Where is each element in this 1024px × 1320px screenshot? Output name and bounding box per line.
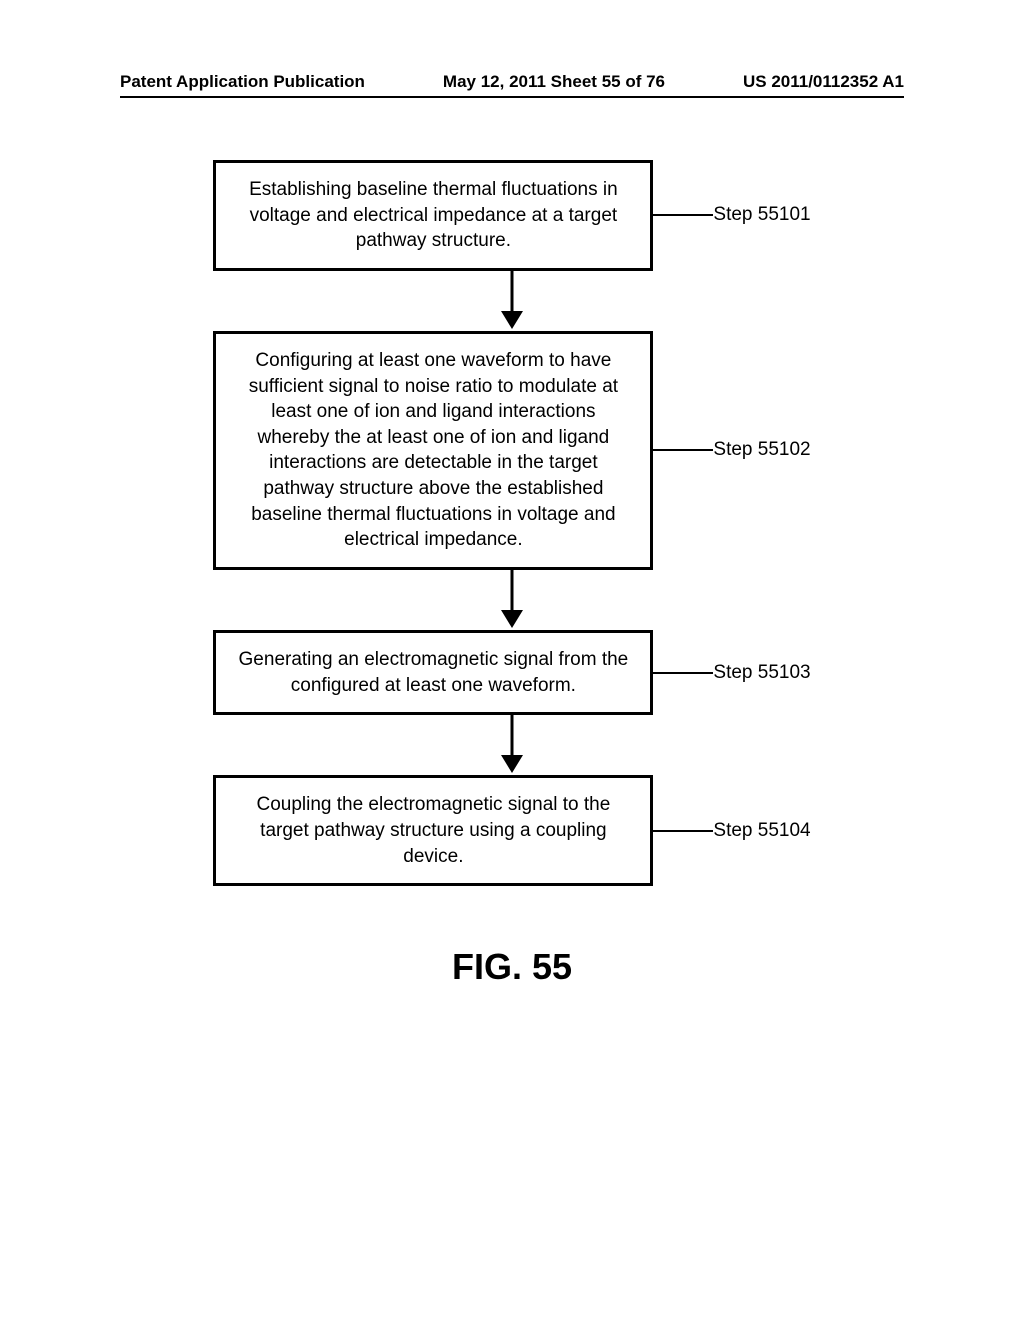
flow-box: Coupling the electromagnetic signal to t… <box>213 775 653 886</box>
header-rule <box>120 96 904 98</box>
step-label: Step 55103 <box>713 662 810 684</box>
flow-arrow <box>292 715 732 775</box>
flowchart: Establishing baseline thermal fluctuatio… <box>0 160 1024 988</box>
flow-step: Generating an electromagnetic signal fro… <box>213 630 810 715</box>
flow-step: Configuring at least one waveform to hav… <box>213 331 810 570</box>
header-left: Patent Application Publication <box>120 72 365 92</box>
figure-label: FIG. 55 <box>452 946 572 988</box>
header-right: US 2011/0112352 A1 <box>743 72 904 92</box>
step-label: Step 55104 <box>713 820 810 842</box>
flow-arrow <box>292 570 732 630</box>
arrow-line <box>511 271 514 315</box>
page: Patent Application Publication May 12, 2… <box>0 0 1024 1320</box>
arrow-line <box>511 715 514 759</box>
header-center: May 12, 2011 Sheet 55 of 76 <box>443 72 665 92</box>
arrow-line <box>511 570 514 614</box>
step-label: Step 55101 <box>713 204 810 226</box>
flow-box: Establishing baseline thermal fluctuatio… <box>213 160 653 271</box>
step-label: Step 55102 <box>713 439 810 461</box>
flow-box: Generating an electromagnetic signal fro… <box>213 630 653 715</box>
flow-step: Coupling the electromagnetic signal to t… <box>213 775 810 886</box>
arrow-head-icon <box>501 755 523 773</box>
flow-box: Configuring at least one waveform to hav… <box>213 331 653 570</box>
flow-arrow <box>292 271 732 331</box>
flow-step: Establishing baseline thermal fluctuatio… <box>213 160 810 271</box>
arrow-head-icon <box>501 610 523 628</box>
header: Patent Application Publication May 12, 2… <box>0 72 1024 92</box>
arrow-head-icon <box>501 311 523 329</box>
